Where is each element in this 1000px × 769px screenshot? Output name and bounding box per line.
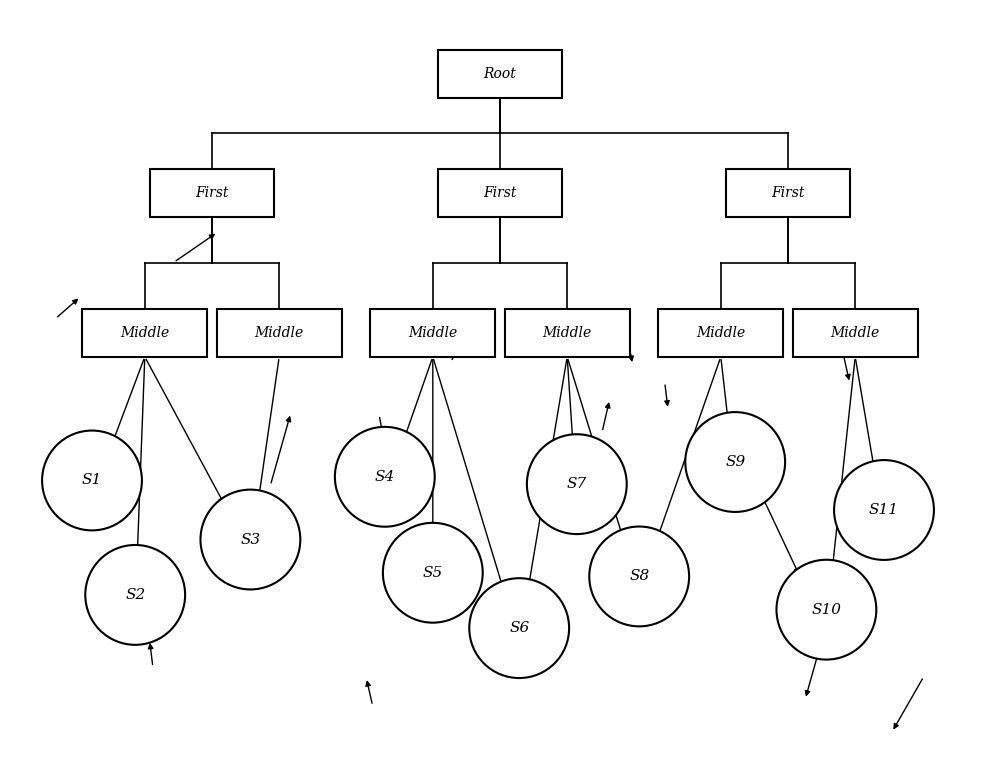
Ellipse shape — [383, 523, 483, 623]
FancyBboxPatch shape — [217, 309, 342, 357]
Text: Middle: Middle — [543, 326, 592, 340]
Ellipse shape — [335, 427, 435, 527]
Text: First: First — [771, 185, 805, 200]
Text: Middle: Middle — [120, 326, 169, 340]
FancyBboxPatch shape — [82, 309, 207, 357]
Text: S4: S4 — [375, 470, 395, 484]
Text: S1: S1 — [82, 474, 102, 488]
Text: Middle: Middle — [696, 326, 745, 340]
Ellipse shape — [469, 578, 569, 678]
FancyBboxPatch shape — [658, 309, 783, 357]
FancyBboxPatch shape — [793, 309, 918, 357]
Ellipse shape — [42, 431, 142, 531]
Text: First: First — [483, 185, 517, 200]
Text: S3: S3 — [240, 532, 261, 547]
Text: Middle: Middle — [408, 326, 457, 340]
Text: S7: S7 — [567, 477, 587, 491]
Text: S2: S2 — [125, 588, 145, 602]
FancyBboxPatch shape — [438, 51, 562, 98]
FancyBboxPatch shape — [438, 168, 562, 217]
FancyBboxPatch shape — [726, 168, 850, 217]
Text: S5: S5 — [423, 566, 443, 580]
Text: S8: S8 — [629, 569, 649, 584]
Text: Middle: Middle — [255, 326, 304, 340]
Text: S9: S9 — [725, 455, 745, 469]
Text: Middle: Middle — [831, 326, 880, 340]
Ellipse shape — [834, 460, 934, 560]
Text: S6: S6 — [509, 621, 529, 635]
Text: S11: S11 — [869, 503, 899, 517]
Text: First: First — [195, 185, 229, 200]
Ellipse shape — [527, 434, 627, 534]
FancyBboxPatch shape — [505, 309, 630, 357]
Ellipse shape — [200, 490, 300, 590]
FancyBboxPatch shape — [150, 168, 274, 217]
Ellipse shape — [685, 412, 785, 512]
Ellipse shape — [589, 527, 689, 627]
Text: Root: Root — [484, 68, 516, 82]
Text: S10: S10 — [811, 603, 841, 617]
FancyBboxPatch shape — [370, 309, 495, 357]
Ellipse shape — [776, 560, 876, 660]
Ellipse shape — [85, 545, 185, 645]
